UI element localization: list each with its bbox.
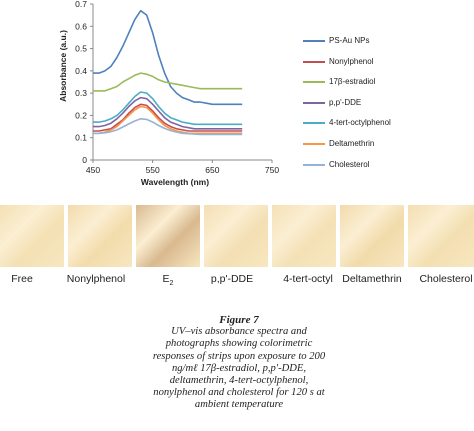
y-tick-label: 0.5 — [75, 44, 87, 54]
figure-caption-text: UV–vis absorbance spectra and photograph… — [152, 326, 326, 411]
legend-swatch — [303, 40, 325, 42]
legend-swatch — [303, 122, 325, 125]
strip-photo — [0, 205, 64, 267]
series-line-cholesterol — [93, 118, 243, 136]
legend-item: 4-tert-octylphenol — [303, 118, 473, 139]
series-line-4-tert-octylphenol — [93, 91, 243, 126]
x-tick-label: 650 — [205, 165, 219, 175]
y-tick-label: 0.3 — [75, 88, 87, 98]
strip-photos — [0, 205, 474, 267]
y-tick-label: 0 — [82, 155, 87, 165]
strip-label: Deltamethrin — [342, 273, 402, 285]
legend-item: PS-Au NPs — [303, 36, 473, 57]
strip-photo — [272, 205, 336, 267]
series-line-p-p-dde — [93, 96, 243, 130]
legend-item: Cholesterol — [303, 160, 473, 181]
strip-labels: Free Nonylphenol E2 p,p'-DDE 4-tert-octyl Del… — [0, 273, 474, 291]
y-tick-label: 0.4 — [75, 66, 87, 76]
x-axis-label: Wavelength (nm) — [141, 177, 209, 187]
strip-label: 4-tert-octyl — [283, 273, 333, 285]
strip-label: Cholesterol — [419, 273, 473, 285]
figure-title: Figure 7 — [219, 314, 259, 326]
uv-vis-chart: 0 0.1 0.2 0.3 0.4 0.5 0.6 0.7 450 550 650 750 Wavel… — [58, 0, 279, 187]
legend-label: Deltamethrin — [329, 138, 375, 148]
strip-label: E2 — [162, 273, 174, 288]
legend-item: p,p'-DDE — [303, 98, 473, 119]
chart-legend: PS-Au NPs Nonylphenol 17β-estradiol p,p'-DD… — [303, 36, 473, 180]
x-tick-label: 450 — [86, 165, 100, 175]
series-line-nonylphenol — [93, 103, 243, 132]
x-tick-label: 550 — [146, 165, 160, 175]
y-tick-label: 0.7 — [75, 0, 87, 9]
legend-label: Nonylphenol — [329, 56, 374, 66]
legend-label: PS-Au NPs — [329, 36, 370, 45]
strip-photo — [136, 205, 200, 267]
legend-swatch — [303, 60, 325, 63]
strip-label: Free — [11, 273, 33, 285]
strip-photo — [408, 205, 474, 267]
legend-swatch — [303, 81, 325, 84]
legend-label: Cholesterol — [329, 159, 370, 169]
legend-item: Nonylphenol — [303, 57, 473, 78]
legend-swatch — [303, 142, 325, 145]
y-axis-label: Absorbance (a.u.) — [58, 30, 68, 102]
legend-swatch — [303, 101, 325, 104]
series-line-17-estradiol — [93, 72, 243, 92]
strip-photo — [68, 205, 132, 267]
series-line-deltamethrin — [93, 105, 243, 135]
figure-caption: Figure 7 UV–vis absorbance spectra and p… — [148, 314, 330, 412]
legend-item: 17β-estradiol — [303, 77, 473, 98]
y-tick-label: 0.2 — [75, 110, 87, 120]
y-tick-label: 0.6 — [75, 21, 87, 31]
legend-label: p,p'-DDE — [329, 97, 362, 107]
legend-swatch — [303, 163, 325, 166]
legend-item: Deltamethrin — [303, 139, 473, 160]
strip-photo — [340, 205, 404, 267]
y-tick-label: 0.1 — [75, 133, 87, 143]
strip-label: p,p'-DDE — [210, 273, 254, 285]
series-line-ps-au-nps — [93, 9, 243, 106]
legend-label: 17β-estradiol — [329, 77, 376, 87]
legend-label: 4-tert-octylphenol — [329, 118, 391, 128]
x-tick-label: 750 — [265, 165, 279, 175]
strip-photo — [204, 205, 268, 267]
strip-label: Nonylphenol — [66, 273, 126, 285]
